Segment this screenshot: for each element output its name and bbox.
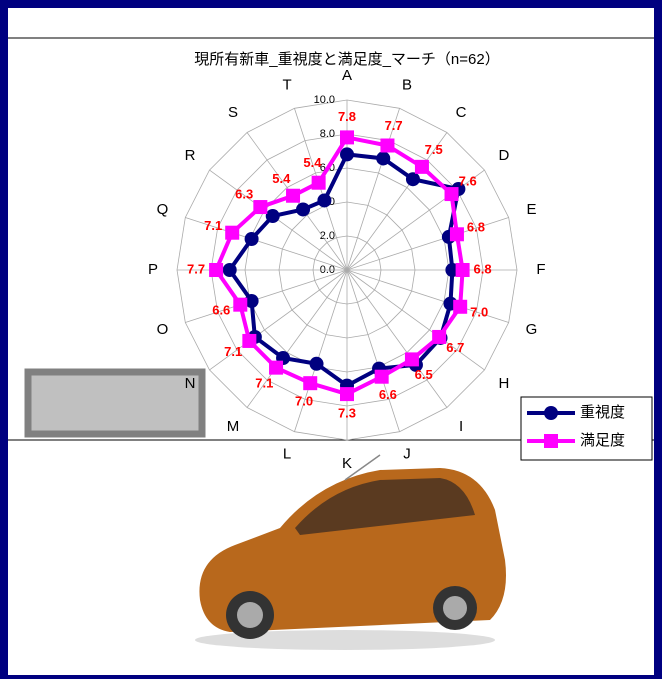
- data-label: 6.8: [467, 220, 485, 235]
- category-label: C: [456, 104, 467, 121]
- spoke: [346, 269, 400, 432]
- marker: [432, 329, 447, 344]
- data-label: 7.6: [459, 174, 477, 189]
- legend-marker: [544, 406, 558, 420]
- marker: [242, 333, 257, 348]
- data-label: 6.5: [415, 367, 433, 382]
- category-label: H: [499, 375, 510, 392]
- data-label: 7.8: [338, 109, 356, 124]
- data-label: 7.5: [425, 142, 443, 157]
- data-label: 6.7: [446, 340, 464, 355]
- spoke: [346, 108, 400, 271]
- data-label: 6.3: [235, 187, 253, 202]
- marker: [405, 172, 420, 187]
- spoke: [346, 217, 509, 271]
- marker: [311, 175, 326, 190]
- marker: [244, 232, 259, 247]
- marker: [309, 356, 324, 371]
- marker: [244, 293, 259, 308]
- marker: [303, 376, 318, 391]
- marker: [233, 297, 248, 312]
- marker: [376, 151, 391, 166]
- marker: [296, 202, 311, 217]
- marker: [380, 138, 395, 153]
- placeholder-box: [24, 368, 206, 438]
- data-label: 6.8: [474, 261, 492, 276]
- category-label: Q: [157, 201, 169, 218]
- data-label: 7.0: [470, 304, 488, 319]
- data-label: 7.0: [295, 394, 313, 409]
- category-label: N: [185, 375, 196, 392]
- data-label: 5.4: [303, 155, 322, 170]
- marker: [340, 147, 354, 162]
- category-label: D: [499, 147, 510, 164]
- data-label: 7.1: [224, 344, 242, 359]
- car-illustration: [195, 454, 506, 650]
- data-label: 7.3: [338, 406, 356, 421]
- marker: [317, 193, 332, 208]
- data-label: 7.7: [385, 118, 403, 133]
- radar-plot: 0.02.04.06.08.010.0ABCDEFGHIJKLMNOPQRST7…: [148, 67, 546, 472]
- spoke: [294, 269, 348, 432]
- marker: [449, 227, 464, 242]
- data-label: 6.6: [212, 302, 230, 317]
- category-label: G: [526, 321, 538, 338]
- legend-label: 満足度: [580, 432, 625, 449]
- category-label: O: [157, 321, 169, 338]
- category-label: P: [148, 261, 158, 278]
- category-label: E: [526, 201, 536, 218]
- marker: [455, 263, 470, 277]
- spoke: [346, 132, 448, 271]
- marker: [340, 387, 354, 402]
- spoke: [246, 269, 348, 408]
- marker: [414, 159, 429, 174]
- marker: [253, 200, 268, 215]
- marker: [265, 209, 280, 224]
- marker: [225, 225, 240, 240]
- spoke: [346, 269, 448, 408]
- marker: [444, 187, 459, 202]
- spoke: [209, 269, 348, 371]
- data-label: 6.6: [379, 387, 397, 402]
- r-tick-label: 8.0: [320, 128, 335, 140]
- spoke: [185, 217, 348, 271]
- r-tick-label: 10.0: [314, 94, 335, 106]
- marker: [286, 188, 301, 203]
- category-label: M: [227, 418, 240, 435]
- data-label: 7.7: [187, 261, 205, 276]
- data-label: 7.1: [204, 218, 222, 233]
- category-label: I: [459, 418, 463, 435]
- marker: [374, 369, 389, 384]
- category-label: K: [342, 455, 352, 472]
- category-label: S: [228, 104, 238, 121]
- data-label: 7.1: [255, 375, 273, 390]
- category-label: F: [536, 261, 545, 278]
- category-label: J: [403, 445, 411, 462]
- marker: [209, 263, 224, 277]
- legend-marker: [544, 434, 558, 448]
- marker: [269, 360, 284, 375]
- legend-box: [520, 396, 653, 461]
- r-tick-label: 2.0: [320, 230, 335, 242]
- marker: [404, 352, 419, 367]
- category-label: R: [185, 147, 196, 164]
- category-label: L: [283, 445, 291, 462]
- spoke: [346, 269, 485, 371]
- marker: [453, 299, 468, 314]
- chart-title: 現所有新車_重視度と満足度_マーチ（n=62）: [194, 51, 499, 68]
- marker: [340, 130, 354, 145]
- category-label: T: [282, 76, 291, 93]
- spoke: [346, 269, 509, 323]
- data-label: 5.4: [272, 171, 291, 186]
- spoke: [185, 269, 348, 323]
- marker: [222, 263, 237, 277]
- category-label: B: [402, 76, 412, 93]
- legend-label: 重視度: [580, 404, 625, 421]
- category-label: A: [342, 67, 352, 84]
